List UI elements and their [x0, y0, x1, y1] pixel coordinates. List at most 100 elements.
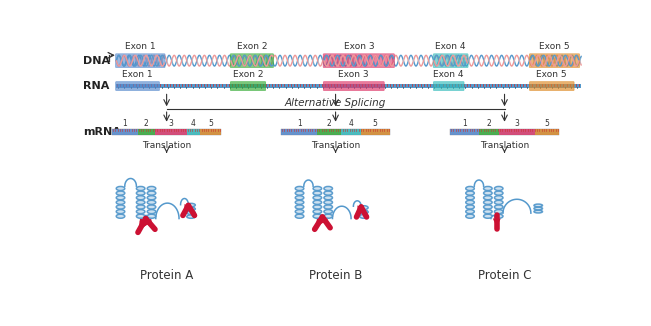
- Text: 1: 1: [297, 119, 301, 128]
- Ellipse shape: [296, 196, 304, 200]
- Ellipse shape: [313, 210, 322, 214]
- Bar: [201, 129, 221, 135]
- Text: Exon 1: Exon 1: [122, 70, 153, 79]
- Ellipse shape: [296, 210, 304, 214]
- Ellipse shape: [359, 215, 368, 218]
- Text: 1: 1: [122, 119, 128, 128]
- Text: Exon 3: Exon 3: [339, 70, 369, 79]
- Bar: [155, 129, 187, 135]
- Text: Exon 1: Exon 1: [125, 42, 156, 52]
- Ellipse shape: [187, 203, 195, 207]
- Text: 1: 1: [462, 119, 467, 128]
- Ellipse shape: [465, 186, 475, 190]
- Ellipse shape: [313, 186, 322, 190]
- Text: 2: 2: [486, 119, 492, 128]
- Ellipse shape: [117, 196, 125, 200]
- Text: 5: 5: [208, 119, 213, 128]
- Bar: [361, 129, 390, 135]
- Ellipse shape: [117, 214, 125, 218]
- Ellipse shape: [137, 210, 145, 214]
- Text: Exon 4: Exon 4: [434, 70, 464, 79]
- Ellipse shape: [534, 204, 542, 207]
- Ellipse shape: [147, 196, 156, 200]
- Ellipse shape: [495, 196, 503, 200]
- Text: Exon 3: Exon 3: [344, 42, 374, 52]
- Ellipse shape: [534, 210, 542, 213]
- FancyBboxPatch shape: [230, 82, 266, 91]
- Ellipse shape: [534, 207, 542, 210]
- Ellipse shape: [147, 200, 156, 204]
- Ellipse shape: [495, 210, 503, 214]
- Text: 5: 5: [545, 119, 549, 128]
- Ellipse shape: [465, 210, 475, 214]
- FancyBboxPatch shape: [323, 54, 395, 67]
- Text: Exon 4: Exon 4: [436, 42, 466, 52]
- Text: Translation: Translation: [142, 141, 191, 150]
- Ellipse shape: [324, 186, 333, 190]
- Bar: [113, 129, 137, 135]
- Text: Protein B: Protein B: [309, 270, 362, 282]
- Ellipse shape: [465, 191, 475, 195]
- Ellipse shape: [296, 214, 304, 218]
- Text: Exon 2: Exon 2: [233, 70, 263, 79]
- FancyBboxPatch shape: [115, 54, 165, 67]
- Ellipse shape: [484, 205, 492, 209]
- Ellipse shape: [465, 196, 475, 200]
- Ellipse shape: [187, 211, 195, 215]
- FancyBboxPatch shape: [324, 82, 384, 91]
- Ellipse shape: [187, 215, 195, 218]
- Ellipse shape: [484, 214, 492, 218]
- Text: mRNA: mRNA: [83, 127, 121, 137]
- Ellipse shape: [117, 200, 125, 204]
- Bar: [117, 84, 581, 88]
- Ellipse shape: [324, 214, 333, 218]
- Text: Translation: Translation: [480, 141, 529, 150]
- Ellipse shape: [147, 186, 156, 190]
- Ellipse shape: [117, 186, 125, 190]
- Ellipse shape: [313, 200, 322, 204]
- Bar: [341, 129, 361, 135]
- FancyBboxPatch shape: [230, 54, 273, 67]
- Ellipse shape: [495, 200, 503, 204]
- Text: 4: 4: [191, 119, 196, 128]
- Ellipse shape: [484, 196, 492, 200]
- Ellipse shape: [313, 214, 322, 218]
- Text: Alternative Splicing: Alternative Splicing: [285, 98, 386, 109]
- Ellipse shape: [324, 205, 333, 209]
- Text: Protein C: Protein C: [478, 270, 531, 282]
- Ellipse shape: [137, 205, 145, 209]
- Ellipse shape: [484, 210, 492, 214]
- Text: Translation: Translation: [311, 141, 360, 150]
- Bar: [450, 129, 559, 135]
- Text: Exon 5: Exon 5: [539, 42, 570, 52]
- Ellipse shape: [324, 191, 333, 195]
- Ellipse shape: [147, 191, 156, 195]
- Text: Exon 2: Exon 2: [236, 42, 267, 52]
- Ellipse shape: [187, 207, 195, 211]
- FancyBboxPatch shape: [433, 54, 468, 67]
- Bar: [281, 129, 390, 135]
- Ellipse shape: [313, 205, 322, 209]
- Bar: [281, 129, 317, 135]
- Ellipse shape: [117, 210, 125, 214]
- Ellipse shape: [296, 205, 304, 209]
- Text: 2: 2: [144, 119, 148, 128]
- Ellipse shape: [296, 186, 304, 190]
- Text: Exon 5: Exon 5: [536, 70, 567, 79]
- Ellipse shape: [296, 200, 304, 204]
- Ellipse shape: [313, 191, 322, 195]
- Ellipse shape: [117, 191, 125, 195]
- Ellipse shape: [359, 210, 368, 214]
- Ellipse shape: [484, 191, 492, 195]
- Ellipse shape: [147, 205, 156, 209]
- FancyBboxPatch shape: [529, 54, 579, 67]
- Ellipse shape: [484, 200, 492, 204]
- FancyBboxPatch shape: [116, 82, 159, 91]
- Ellipse shape: [324, 196, 333, 200]
- Bar: [535, 129, 559, 135]
- Ellipse shape: [495, 214, 503, 218]
- Text: RNA: RNA: [83, 81, 109, 91]
- Bar: [499, 129, 535, 135]
- Bar: [137, 129, 155, 135]
- Ellipse shape: [117, 205, 125, 209]
